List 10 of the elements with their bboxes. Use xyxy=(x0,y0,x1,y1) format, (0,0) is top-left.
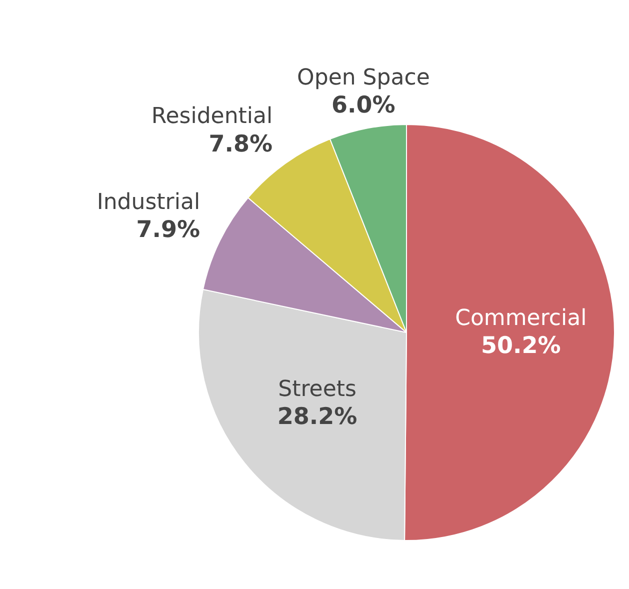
data-label: 6.0% xyxy=(332,92,396,119)
slice-label: Streets xyxy=(278,376,356,402)
slice-label: Residential xyxy=(151,104,273,130)
slice-label: Open Space xyxy=(297,65,430,90)
slice-label: Industrial xyxy=(96,190,200,215)
data-label: 28.2% xyxy=(277,404,358,430)
data-label: 7.9% xyxy=(136,217,200,244)
data-label: 7.8% xyxy=(208,131,273,158)
slice-label: Commercial xyxy=(455,306,587,331)
data-label: 50.2% xyxy=(481,333,561,360)
